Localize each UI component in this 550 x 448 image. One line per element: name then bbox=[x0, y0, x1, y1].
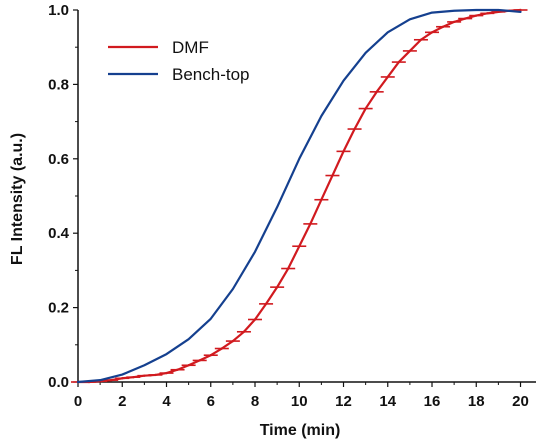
x-tick-label: 10 bbox=[291, 393, 308, 410]
x-axis-label: Time (min) bbox=[260, 422, 341, 439]
plot-background bbox=[78, 10, 536, 382]
x-tick-label: 6 bbox=[207, 393, 215, 410]
x-tick-label: 20 bbox=[512, 393, 529, 410]
y-tick-label: 0.0 bbox=[48, 374, 69, 391]
x-tick-label: 4 bbox=[162, 393, 171, 410]
x-tick-label: 18 bbox=[468, 393, 485, 410]
legend-label-dmf: DMF bbox=[172, 38, 209, 57]
y-tick-label: 1.0 bbox=[48, 2, 69, 19]
x-tick-label: 12 bbox=[335, 393, 352, 410]
y-tick-label: 0.8 bbox=[48, 76, 69, 93]
data-series bbox=[71, 8, 528, 384]
x-tick-label: 16 bbox=[424, 393, 441, 410]
y-tick-label: 0.2 bbox=[48, 300, 69, 317]
legend: DMF Bench-top bbox=[108, 38, 250, 84]
series-line-bench-top bbox=[76, 8, 522, 384]
y-axis-label: FL Intensity (a.u.) bbox=[9, 133, 26, 265]
x-tick-label: 2 bbox=[118, 393, 126, 410]
y-tick-label: 0.6 bbox=[48, 151, 69, 168]
legend-label-bench-top: Bench-top bbox=[172, 65, 250, 84]
x-tick-label: 14 bbox=[379, 393, 396, 410]
axis-ticks: 0 2 4 6 8 10 12 14 16 18 20 0.0 0.2 0.4 0.6 0.8 1.0 bbox=[48, 2, 529, 410]
plot-area bbox=[78, 10, 536, 382]
x-tick-label: 8 bbox=[251, 393, 259, 410]
x-tick-label: 0 bbox=[74, 393, 82, 410]
y-tick-label: 0.4 bbox=[48, 225, 70, 242]
